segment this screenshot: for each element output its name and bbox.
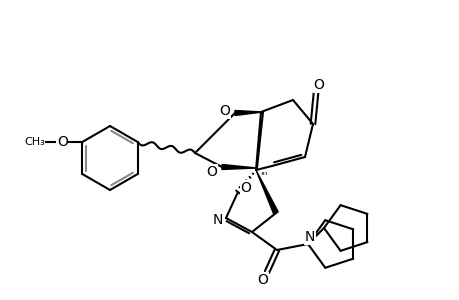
Text: O: O: [206, 165, 217, 179]
Text: ''': ''': [259, 171, 267, 181]
Text: O: O: [257, 273, 268, 287]
Text: O: O: [240, 181, 251, 195]
Polygon shape: [235, 110, 263, 116]
Text: O: O: [313, 78, 324, 92]
Text: O: O: [219, 104, 230, 118]
Text: O: O: [57, 135, 67, 149]
Polygon shape: [256, 170, 278, 214]
Text: CH₃: CH₃: [24, 137, 45, 147]
Text: N: N: [213, 213, 223, 227]
Text: N: N: [304, 230, 314, 244]
Polygon shape: [221, 164, 257, 169]
